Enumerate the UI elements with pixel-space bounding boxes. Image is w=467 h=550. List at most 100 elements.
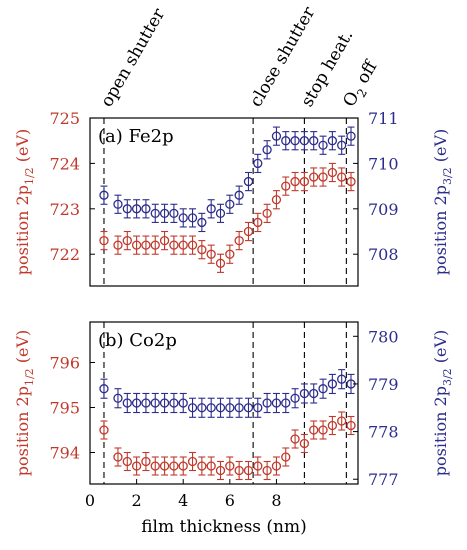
data-point	[327, 167, 338, 178]
data-point	[337, 416, 347, 426]
data-point	[159, 208, 170, 219]
data-point	[253, 217, 263, 228]
data-point	[225, 403, 235, 413]
right-tick-label: 777	[368, 470, 399, 489]
data-point	[225, 249, 235, 259]
data-point	[197, 245, 207, 255]
data-point	[243, 403, 254, 413]
data-point	[309, 172, 319, 182]
data-point	[234, 403, 244, 413]
x-axis-label: film thickness (nm)	[141, 517, 307, 537]
data-point	[141, 240, 151, 250]
data-point	[299, 136, 310, 146]
data-point	[262, 465, 272, 476]
data-point	[169, 240, 179, 250]
data-point	[281, 136, 291, 146]
data-point	[215, 403, 226, 413]
event-annotation: open shutter	[97, 4, 170, 110]
data-point	[299, 388, 310, 399]
data-point	[318, 425, 328, 435]
data-point	[346, 131, 356, 141]
data-point	[290, 176, 300, 187]
data-point	[99, 235, 109, 246]
left-tick-label: 796	[49, 354, 80, 373]
left-tick-label: 724	[49, 154, 80, 173]
x-tick-label: 0	[85, 491, 95, 510]
data-point	[122, 235, 132, 246]
right-tick-label: 710	[368, 154, 399, 173]
data-point	[215, 465, 226, 476]
event-annotation: O2 off	[339, 56, 385, 112]
data-point	[187, 456, 198, 467]
data-point	[206, 204, 216, 214]
data-point	[337, 374, 347, 384]
left-tick-label: 794	[49, 444, 80, 463]
data-point	[253, 461, 263, 471]
data-point	[318, 384, 328, 394]
data-point	[290, 136, 300, 146]
data-point	[215, 258, 226, 268]
data-point	[113, 393, 123, 403]
data-point	[122, 456, 132, 467]
data-point	[122, 204, 132, 214]
data-point	[197, 461, 207, 471]
data-point	[243, 226, 254, 237]
data-point	[169, 461, 179, 471]
data-point	[150, 461, 160, 471]
data-point	[131, 398, 142, 408]
data-point	[159, 398, 170, 408]
data-point	[309, 388, 319, 399]
data-point	[290, 393, 300, 403]
data-point	[271, 195, 282, 205]
data-point	[327, 420, 338, 431]
data-point	[178, 398, 188, 408]
data-point	[169, 208, 179, 219]
data-point	[159, 235, 170, 246]
data-point	[141, 204, 151, 214]
data-point	[225, 461, 235, 471]
ylabel-right: position 2p3/2 (eV)	[431, 330, 454, 477]
data-point	[234, 235, 244, 246]
data-point	[281, 181, 291, 191]
x-tick-label: 6	[225, 491, 235, 510]
data-point	[169, 398, 179, 408]
data-point	[253, 158, 263, 169]
data-point	[281, 452, 291, 462]
panel-fe2p: (a) Fe2p 722 723 724 725 708 709 710 711 posit…	[13, 109, 454, 287]
data-point	[141, 398, 151, 408]
data-point	[346, 176, 356, 187]
panel-frame	[89, 321, 359, 485]
x-tick-label: 4	[178, 491, 188, 510]
data-point	[113, 240, 123, 250]
data-point	[346, 420, 356, 431]
panel-label: (a) Fe2p	[98, 126, 174, 147]
data-point	[243, 465, 254, 476]
data-point	[318, 172, 328, 182]
data-point	[299, 176, 310, 187]
data-point	[131, 461, 142, 471]
left-tick-label: 795	[49, 399, 80, 418]
right-tick-label: 780	[368, 327, 399, 346]
data-point	[187, 403, 198, 413]
data-point	[234, 465, 244, 476]
data-point	[215, 208, 226, 219]
data-point	[327, 136, 338, 146]
data-point	[271, 398, 282, 408]
x-tick-label: 8	[271, 491, 281, 510]
ylabel-left: position 2p1/2 (eV)	[13, 330, 36, 477]
data-point	[234, 190, 244, 200]
panel-label: (b) Co2p	[98, 330, 177, 351]
data-point	[150, 398, 160, 408]
ylabel-left: position 2p1/2 (eV)	[13, 129, 36, 276]
data-point	[141, 456, 151, 467]
right-tick-label: 709	[368, 200, 399, 219]
right-tick-label: 711	[368, 109, 399, 128]
data-point	[309, 136, 319, 146]
data-point	[271, 131, 282, 141]
data-point	[113, 199, 123, 209]
left-tick-label: 725	[49, 109, 80, 128]
data-point	[113, 452, 123, 462]
ylabel-right: position 2p3/2 (eV)	[431, 129, 454, 276]
